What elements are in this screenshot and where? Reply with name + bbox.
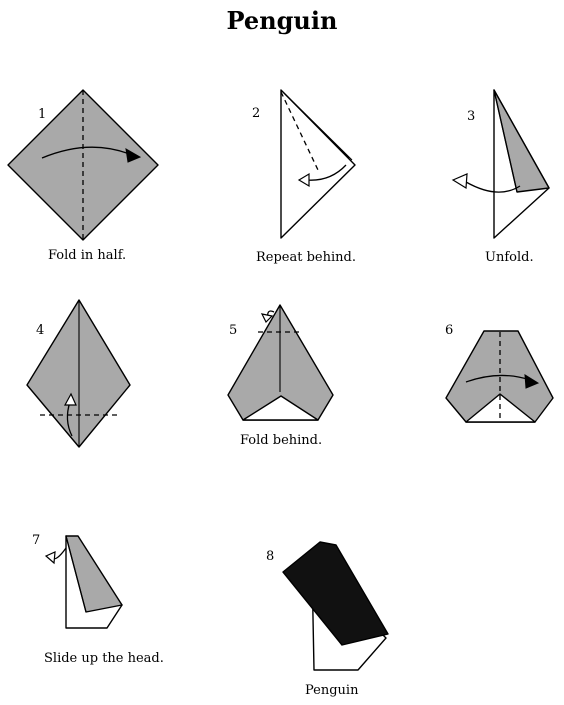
step-1-number: 1 — [38, 107, 46, 122]
step-7-number: 7 — [32, 533, 40, 548]
step-8-black-back — [282, 541, 389, 646]
step-2-arrowhead — [297, 172, 310, 188]
step-5-white-flap — [242, 395, 319, 421]
step-2-layer-edge-2 — [284, 93, 350, 159]
step-4-number: 4 — [36, 323, 44, 338]
step-3: 3 Unfold. — [451, 89, 550, 265]
page-title: Penguin — [226, 6, 338, 35]
step-6: 6 — [445, 323, 554, 423]
step-2-caption: Repeat behind. — [256, 250, 356, 265]
step-3-unfold-arrow — [465, 181, 521, 193]
step-4-arrowhead — [63, 392, 77, 406]
step-4: 4 — [26, 299, 131, 448]
step-7: 7 Slide up the head. — [32, 533, 164, 666]
step-7-arrowhead — [44, 551, 56, 565]
step-2-triangle-paper — [280, 89, 356, 239]
step-1-fold-arrow — [41, 146, 133, 159]
step-1-arrowhead — [125, 148, 142, 163]
step-5-caption: Fold behind. — [240, 433, 322, 448]
step-1: 1 Fold in half. — [7, 89, 159, 263]
step-2: 2 Repeat behind. — [252, 89, 356, 265]
step-8-number: 8 — [266, 549, 274, 564]
step-7-crease — [65, 535, 87, 613]
step-8: 8 Penguin — [266, 541, 389, 698]
step-5-arrowhead — [260, 313, 274, 324]
step-3-number: 3 — [467, 109, 475, 124]
step-5-number: 5 — [229, 323, 237, 338]
step-6-number: 6 — [445, 323, 453, 338]
step-6-arrowhead — [524, 374, 540, 389]
step-1-caption: Fold in half. — [48, 248, 126, 263]
step-3-caption: Unfold. — [485, 250, 534, 265]
step-5: 5 Fold behind. — [227, 304, 334, 448]
step-2-fold-arrow — [305, 164, 347, 181]
step-3-arrowhead — [451, 173, 468, 190]
step-2-number: 2 — [252, 106, 260, 121]
step-8-caption: Penguin — [305, 683, 359, 698]
step-7-caption: Slide up the head. — [44, 651, 164, 666]
step-3-crease — [493, 89, 518, 193]
step-6-fold-arrow — [465, 374, 531, 383]
